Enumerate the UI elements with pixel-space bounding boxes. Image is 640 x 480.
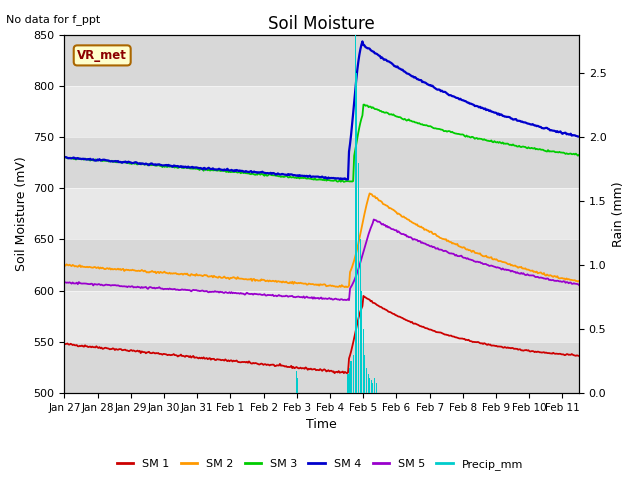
Bar: [349, 368, 351, 393]
Y-axis label: Soil Moisture (mV): Soil Moisture (mV): [15, 156, 28, 271]
Bar: [296, 372, 297, 393]
Bar: [65, 35, 579, 86]
Text: VR_met: VR_met: [77, 49, 127, 62]
Bar: [353, 355, 354, 393]
Bar: [348, 374, 349, 393]
Title: Soil Moisture: Soil Moisture: [268, 15, 375, 33]
Bar: [356, 73, 357, 393]
Bar: [65, 291, 579, 342]
Bar: [351, 361, 352, 393]
Bar: [65, 188, 579, 240]
Bar: [364, 355, 365, 393]
Bar: [372, 383, 373, 393]
Bar: [355, 35, 356, 393]
Bar: [366, 368, 367, 393]
Bar: [65, 137, 579, 188]
Bar: [360, 240, 361, 393]
Bar: [376, 383, 378, 393]
X-axis label: Time: Time: [307, 419, 337, 432]
Bar: [363, 329, 364, 393]
Legend: SM 1, SM 2, SM 3, SM 4, SM 5, Precip_mm: SM 1, SM 2, SM 3, SM 4, SM 5, Precip_mm: [112, 455, 528, 474]
Text: No data for f_ppt: No data for f_ppt: [6, 14, 100, 25]
Y-axis label: Rain (mm): Rain (mm): [612, 181, 625, 247]
Bar: [361, 291, 362, 393]
Bar: [65, 86, 579, 137]
Bar: [358, 163, 359, 393]
Bar: [371, 380, 372, 393]
Bar: [368, 374, 369, 393]
Bar: [65, 342, 579, 393]
Bar: [374, 378, 376, 393]
Bar: [297, 378, 298, 393]
Bar: [369, 378, 371, 393]
Bar: [65, 240, 579, 291]
